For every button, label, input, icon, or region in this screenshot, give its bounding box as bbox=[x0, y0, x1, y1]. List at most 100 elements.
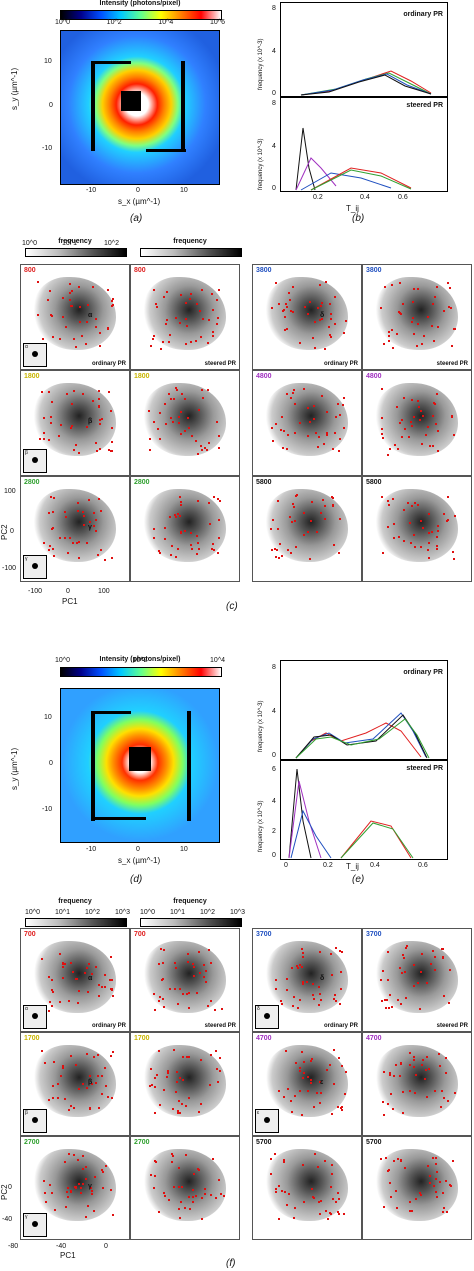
sample-point bbox=[285, 305, 288, 308]
sample-point bbox=[283, 429, 286, 432]
sample-point bbox=[52, 1085, 55, 1088]
sample-point bbox=[186, 953, 189, 956]
iteration-number: 2700 bbox=[134, 1139, 150, 1146]
sample-point bbox=[419, 1191, 422, 1194]
iteration-number: 5700 bbox=[366, 1139, 382, 1146]
sample-point bbox=[198, 409, 201, 412]
sample-point bbox=[430, 325, 433, 328]
sample-point bbox=[88, 1108, 91, 1111]
b-top-label: ordinary PR bbox=[403, 11, 443, 18]
sample-point bbox=[441, 1211, 444, 1214]
sample-point bbox=[79, 306, 82, 309]
sample-point bbox=[207, 442, 210, 445]
sample-point bbox=[379, 978, 382, 981]
sample-point bbox=[109, 955, 112, 958]
caption-ordinary: ordinary PR bbox=[323, 1023, 358, 1029]
sample-point bbox=[303, 1200, 306, 1203]
c-ytick: -100 bbox=[2, 565, 17, 572]
sample-point bbox=[153, 1159, 156, 1162]
sample-point bbox=[434, 1090, 437, 1093]
c-ytick: 100 bbox=[4, 488, 16, 495]
sample-point bbox=[69, 1104, 72, 1107]
sample-point bbox=[153, 335, 156, 338]
sample-point bbox=[184, 317, 187, 320]
sample-point bbox=[199, 336, 202, 339]
sample-point bbox=[92, 1210, 95, 1213]
a-ylabel: s_y (µm^-1) bbox=[10, 67, 19, 110]
sample-point bbox=[329, 1212, 332, 1215]
iteration-number: 3800 bbox=[256, 267, 272, 274]
sample-point bbox=[170, 554, 173, 557]
sample-point bbox=[42, 431, 45, 434]
sample-point bbox=[77, 452, 80, 455]
sample-point bbox=[187, 426, 190, 429]
d-colorbar-ticks: 10^0 10^2 10^4 bbox=[55, 657, 225, 664]
sample-point bbox=[98, 344, 101, 347]
sample-point bbox=[95, 519, 98, 521]
sample-point bbox=[269, 527, 272, 530]
sample-point bbox=[177, 1208, 180, 1211]
sample-point bbox=[111, 305, 114, 308]
sample-point bbox=[164, 537, 167, 540]
sample-point bbox=[280, 429, 283, 432]
sample-point bbox=[48, 1183, 51, 1186]
sample-point bbox=[154, 1175, 157, 1178]
sample-point bbox=[435, 547, 438, 550]
sample-point bbox=[302, 1060, 305, 1063]
sample-point bbox=[434, 423, 437, 426]
sample-point bbox=[47, 549, 50, 552]
sample-point bbox=[278, 556, 281, 559]
sample-point bbox=[151, 1083, 153, 1086]
projection-cell: 1700 bbox=[130, 1032, 240, 1136]
d-xtick: -10 bbox=[86, 846, 97, 853]
sample-point bbox=[95, 1081, 98, 1084]
sample-point bbox=[49, 314, 52, 317]
a-ytick: 10 bbox=[44, 58, 52, 65]
sample-point bbox=[77, 990, 80, 993]
sample-point bbox=[100, 1168, 103, 1171]
sample-point bbox=[220, 1193, 223, 1196]
sample-point bbox=[192, 966, 195, 969]
sample-point bbox=[53, 1209, 56, 1212]
sample-point bbox=[397, 1157, 400, 1160]
inset-label: α bbox=[25, 344, 28, 350]
sample-point bbox=[454, 1091, 457, 1094]
a-beamstop bbox=[121, 91, 141, 111]
sample-point bbox=[152, 1187, 155, 1190]
sample-point bbox=[426, 1095, 429, 1098]
sample-point bbox=[63, 963, 66, 966]
sample-point bbox=[200, 1058, 203, 1061]
sample-point bbox=[301, 1076, 304, 1079]
sample-point bbox=[167, 1069, 170, 1072]
sample-point bbox=[344, 320, 347, 323]
sample-point bbox=[396, 448, 399, 451]
sample-point bbox=[173, 398, 176, 400]
sample-point bbox=[319, 319, 322, 322]
a-panel-label: (a) bbox=[130, 213, 143, 224]
sample-point bbox=[441, 1089, 444, 1092]
sample-point bbox=[86, 541, 89, 544]
sample-point bbox=[89, 1186, 92, 1189]
sample-point bbox=[280, 1189, 283, 1192]
f-colorbar1 bbox=[25, 918, 127, 927]
sample-point bbox=[68, 536, 71, 539]
sample-point bbox=[403, 957, 406, 960]
density-blob bbox=[375, 277, 459, 351]
sample-point bbox=[313, 1105, 316, 1108]
inset-label: γ bbox=[25, 556, 28, 562]
e-ytick: 4 bbox=[272, 708, 276, 715]
sample-point bbox=[395, 406, 398, 409]
sample-point bbox=[391, 1005, 393, 1008]
sample-point bbox=[311, 501, 314, 504]
sample-point bbox=[111, 987, 114, 990]
sample-point bbox=[200, 449, 203, 452]
sample-point bbox=[186, 324, 189, 327]
sample-point bbox=[177, 422, 180, 425]
sample-point bbox=[435, 1196, 438, 1199]
sample-point bbox=[97, 398, 100, 401]
sample-point bbox=[297, 966, 300, 969]
f-cb1-ticks: 10^0 10^1 10^2 10^3 bbox=[25, 909, 130, 916]
sample-point bbox=[307, 1075, 310, 1078]
sample-point bbox=[312, 418, 315, 421]
a-xlabel: s_x (µm^-1) bbox=[118, 197, 161, 206]
